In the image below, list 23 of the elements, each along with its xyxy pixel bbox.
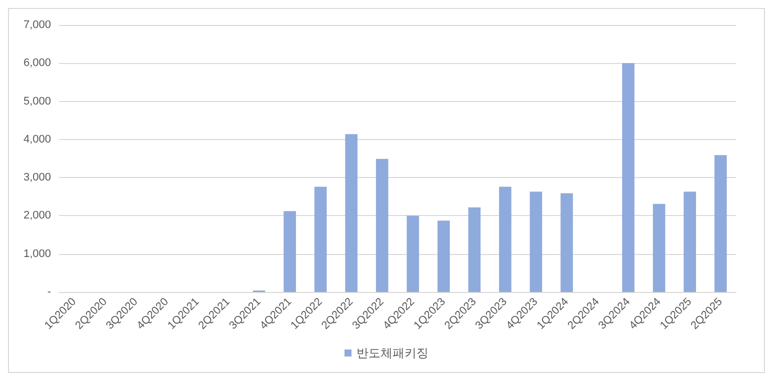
y-tick-label: 2,000	[23, 210, 51, 222]
y-tick-label: 7,000	[23, 19, 51, 31]
y-tick-label: 1,000	[23, 248, 51, 260]
bar	[376, 158, 388, 292]
y-tick-label: 5,000	[23, 95, 51, 108]
bar	[284, 211, 296, 292]
bar	[314, 186, 327, 292]
legend-label: 반도체패키징	[356, 346, 428, 360]
y-tick-label: 4,000	[23, 133, 51, 146]
y-tick-label: -	[47, 286, 52, 298]
bar	[560, 193, 573, 292]
bar	[406, 216, 420, 292]
y-tick-label: 3,000	[23, 172, 51, 184]
bar	[438, 220, 450, 292]
bar	[652, 204, 666, 292]
bar	[499, 186, 512, 292]
bar	[345, 134, 358, 292]
bar	[530, 192, 542, 292]
bar	[622, 63, 634, 292]
bar	[468, 207, 481, 292]
bar	[714, 155, 727, 292]
y-tick-label: 6,000	[23, 57, 51, 70]
bar	[684, 192, 696, 292]
